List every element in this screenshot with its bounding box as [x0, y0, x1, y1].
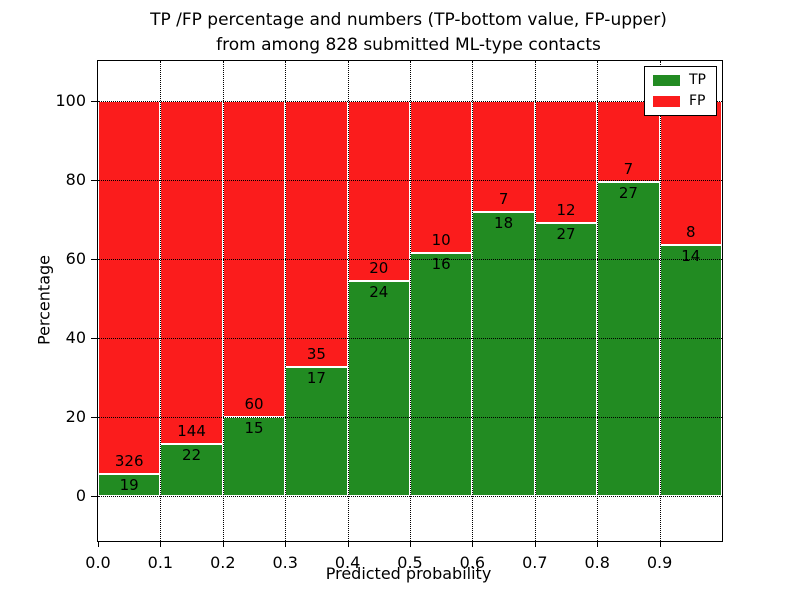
- chart-title-line1: TP /FP percentage and numbers (TP-bottom…: [150, 10, 667, 30]
- bar-segment-fp: [347, 101, 410, 281]
- bar-value-fp: 35: [306, 344, 326, 363]
- x-tick-label: 0.2: [210, 553, 236, 572]
- x-tick-label: 0.5: [397, 553, 423, 572]
- vertical-gridline: [659, 61, 661, 541]
- y-tick-label: 80: [65, 170, 86, 189]
- bar-value-tp: 18: [494, 213, 514, 232]
- chart-title-line2: from among 828 submitted ML-type contact…: [216, 34, 601, 55]
- y-tick-label: 0: [75, 486, 86, 505]
- bar-value-tp: 22: [182, 445, 202, 464]
- legend-item-tp: TP: [653, 72, 706, 88]
- tp-swatch-icon: [653, 75, 680, 86]
- vertical-gridline: [222, 61, 224, 541]
- chart-title: TP /FP percentage and numbers (TP-bottom…: [96, 8, 721, 57]
- x-axis-label: Predicted probability: [325, 564, 492, 583]
- x-tick: [472, 541, 474, 547]
- bar-segment-tp: [659, 244, 722, 496]
- bar-segment-tp: [222, 417, 286, 496]
- y-tick: [91, 496, 97, 497]
- fp-swatch-icon: [653, 96, 680, 107]
- vertical-gridline: [597, 61, 599, 541]
- bar-value-fp: 10: [431, 230, 451, 249]
- y-tick: [91, 101, 97, 102]
- vertical-gridline: [285, 61, 287, 541]
- horizontal-gridline: [98, 496, 722, 497]
- x-tick-label: 0.7: [522, 553, 548, 572]
- bar-value-fp: 7: [498, 189, 509, 208]
- bar-value-tp: 27: [556, 224, 576, 243]
- y-tick-label: 60: [65, 249, 86, 268]
- bar-segment-fp: [160, 101, 223, 444]
- y-tick-label: 20: [65, 407, 86, 426]
- y-tick: [91, 259, 97, 260]
- horizontal-gridline: [98, 259, 722, 260]
- x-tick: [98, 541, 99, 547]
- bar-value-fp: 20: [369, 258, 389, 277]
- x-tick-label: 0.9: [646, 553, 673, 572]
- vertical-gridline: [160, 61, 162, 541]
- legend-label-fp: FP: [689, 93, 706, 109]
- bar-value-tp: 16: [431, 254, 451, 273]
- bar-value-tp: 14: [681, 246, 701, 265]
- bar-segment-tp: [347, 280, 410, 496]
- bar-segment-fp: [285, 101, 348, 367]
- bar-value-fp: 326: [114, 452, 144, 471]
- bar-value-tp: 24: [369, 282, 389, 301]
- x-tick: [659, 541, 661, 547]
- legend: TP FP: [644, 66, 717, 116]
- bar-value-tp: 19: [119, 476, 139, 495]
- bar-value-tp: 17: [306, 368, 326, 387]
- legend-label-tp: TP: [689, 72, 706, 88]
- horizontal-gridline: [98, 417, 722, 418]
- y-tick: [91, 338, 97, 339]
- horizontal-gridline: [98, 180, 722, 181]
- x-tick: [285, 541, 287, 547]
- vertical-gridline: [472, 61, 474, 541]
- bar-value-fp: 144: [177, 421, 206, 440]
- bar-segment-tp: [534, 222, 598, 496]
- bar-value-fp: 7: [623, 160, 634, 179]
- x-tick: [597, 541, 599, 547]
- y-tick-label: 40: [65, 328, 86, 347]
- bar-value-tp: 15: [244, 419, 264, 437]
- legend-item-fp: FP: [653, 93, 706, 109]
- x-tick-label: 0.0: [85, 553, 111, 572]
- bar-value-fp: 60: [244, 395, 264, 413]
- bar-value-fp: 8: [686, 222, 696, 241]
- horizontal-gridline: [98, 338, 722, 339]
- x-tick-label: 0.4: [334, 553, 361, 572]
- y-tick-label: 100: [55, 91, 86, 110]
- y-tick: [91, 180, 97, 181]
- bar-segment-tp: [98, 474, 161, 496]
- x-tick-label: 0.1: [147, 553, 174, 572]
- vertical-gridline: [410, 61, 411, 541]
- x-tick: [534, 541, 536, 547]
- vertical-gridline: [347, 61, 349, 541]
- bar-segment-tp: [472, 211, 535, 496]
- x-tick-label: 0.8: [584, 553, 610, 572]
- bar-segment-tp: [410, 252, 473, 496]
- bar-value-fp: 12: [556, 200, 576, 219]
- x-tick: [222, 541, 224, 547]
- vertical-gridline: [534, 61, 536, 541]
- x-tick: [347, 541, 349, 547]
- plot-area: TP FP 326 19 144 22 60 15 35 17 20 24 10 16 7 18 12 27 7…: [55, 60, 723, 572]
- y-tick: [91, 417, 97, 418]
- horizontal-gridline: [98, 101, 722, 102]
- bar-segment-tp: [160, 443, 223, 496]
- x-tick-label: 0.6: [459, 553, 486, 572]
- bar-segment-tp: [597, 182, 660, 496]
- x-tick-label: 0.3: [272, 553, 298, 572]
- x-tick: [160, 541, 162, 547]
- bar-segment-fp: [534, 101, 598, 223]
- x-tick: [410, 541, 411, 547]
- bar-value-tp: 27: [618, 184, 638, 203]
- bar-segment-fp: [98, 101, 161, 475]
